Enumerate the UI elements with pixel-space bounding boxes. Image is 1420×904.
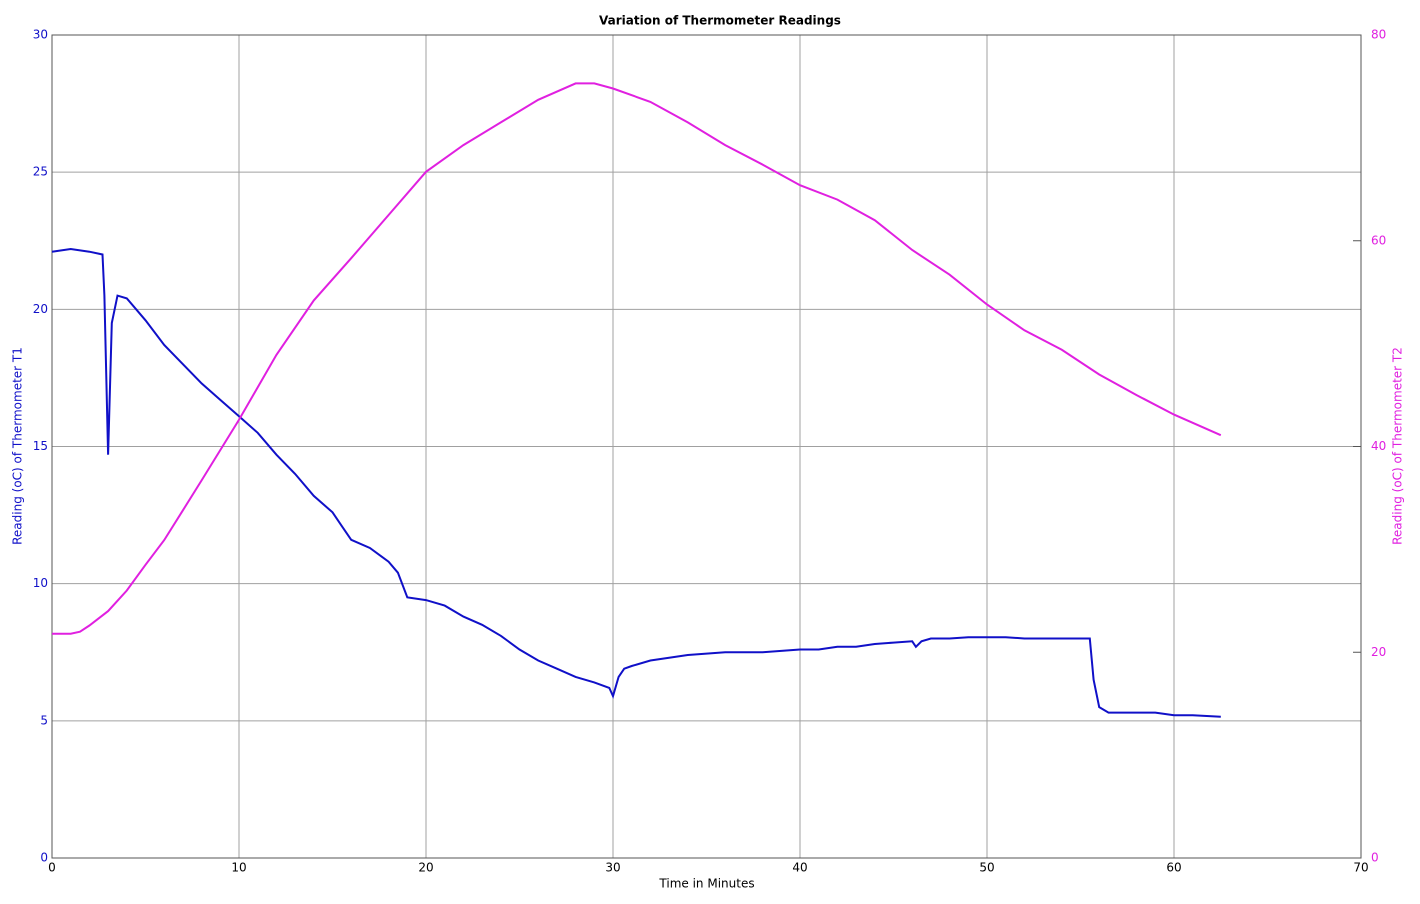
y-tick-label: 25 — [33, 165, 48, 179]
x-tick-label: 10 — [231, 861, 246, 875]
y2-tick-label: 20 — [1371, 645, 1386, 659]
x-tick-label: 60 — [1166, 861, 1181, 875]
plot-frame — [51, 34, 1362, 859]
line-series — [51, 247, 1221, 718]
x-tick-label: 40 — [792, 861, 807, 875]
y-axis-label: Reading (oC) of Thermometer T1 — [11, 347, 25, 545]
y-tick-label: 0 — [40, 851, 48, 865]
y2-tick-label: 80 — [1371, 28, 1386, 42]
chart-title: Variation of Thermometer Readings — [599, 14, 841, 28]
x-axis-label: Time in Minutes — [658, 877, 754, 891]
y2-tick-label: 40 — [1371, 439, 1386, 453]
y-tick-label: 30 — [33, 28, 48, 42]
y2-tick-label: 60 — [1371, 233, 1386, 247]
y-tick-label: 5 — [40, 713, 48, 727]
y2-tick-label: 0 — [1371, 851, 1379, 865]
y2-axis-label: Reading (oC) of Thermometer T2 — [1391, 347, 1405, 545]
x-tick-label: 70 — [1353, 861, 1368, 875]
line-series — [52, 82, 1222, 635]
y-tick-label: 10 — [33, 576, 48, 590]
x-tick-label: 0 — [48, 861, 56, 875]
x-tick-label: 50 — [979, 861, 994, 875]
x-tick-label: 20 — [418, 861, 433, 875]
x-tick-label: 30 — [605, 861, 620, 875]
y-tick-label: 15 — [33, 439, 48, 453]
y-tick-label: 20 — [33, 302, 48, 316]
